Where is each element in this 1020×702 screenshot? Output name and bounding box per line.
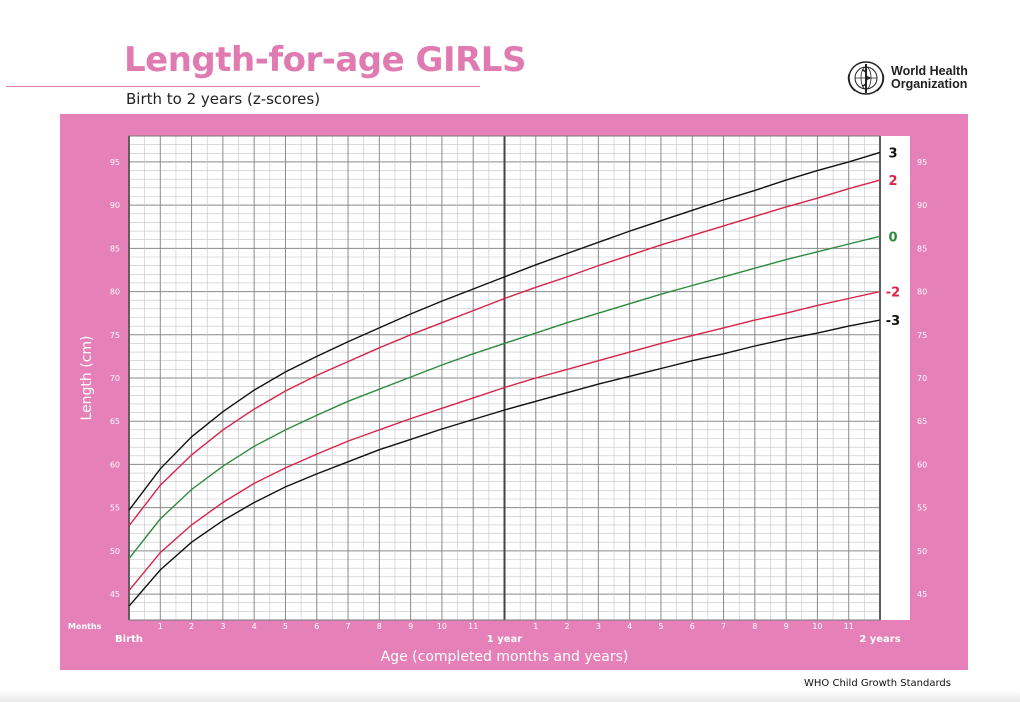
page-title: Length-for-age GIRLS: [124, 40, 526, 80]
y-tick-label-left: 75: [110, 331, 120, 340]
x-month-label: 2: [565, 622, 570, 631]
x-month-label: 5: [283, 622, 288, 631]
y-tick-label-left: 65: [110, 417, 120, 426]
y-tick-label-right: 50: [917, 547, 927, 556]
series-line--3: [128, 319, 881, 607]
y-tick-label-left: 45: [110, 590, 120, 599]
who-emblem-icon: [847, 61, 885, 95]
x-month-label: 5: [658, 622, 663, 631]
x-year-label: 2 years: [859, 634, 900, 645]
x-month-label: 2: [189, 622, 194, 631]
y-tick-label-right: 80: [917, 288, 927, 297]
y-tick-label-right: 85: [917, 244, 927, 253]
x-month-label: 1: [533, 622, 538, 631]
y-tick-label-left: 80: [110, 288, 120, 297]
series-end-label: 0: [888, 230, 897, 245]
x-month-label: 9: [408, 622, 413, 631]
plot-border: [128, 135, 881, 621]
series-end-label: 3: [888, 146, 897, 161]
x-month-label: 3: [596, 622, 601, 631]
x-month-label: 8: [752, 622, 757, 631]
y-tick-label-left: 60: [110, 460, 120, 469]
series-end-label: -3: [886, 314, 900, 329]
x-year-label: 1 year: [487, 634, 522, 645]
title-divider: [6, 86, 480, 87]
bottom-edge: [0, 690, 1020, 702]
y-tick-label-left: 70: [110, 374, 120, 383]
x-month-label: 3: [220, 622, 225, 631]
series-line-3: [128, 151, 881, 511]
x-month-label: 4: [252, 622, 257, 631]
chart-panel: 45 45 50 50 55 55 60 60 65 65 70 70 75 75 80 80 85 85 90 90…: [60, 114, 968, 670]
who-wordmark: World Health Organization: [891, 65, 1020, 91]
who-line2: Organization: [891, 77, 968, 91]
x-month-label: 1: [158, 622, 163, 631]
x-month-label: 9: [784, 622, 789, 631]
footer-credit: WHO Child Growth Standards: [804, 678, 951, 689]
y-axis-title: Length (cm): [79, 336, 95, 421]
series-line--2: [128, 290, 881, 592]
y-tick-label-right: 65: [917, 417, 927, 426]
x-month-label: 11: [844, 622, 854, 631]
series-end-label: -2: [886, 286, 900, 301]
label-strip: [881, 136, 910, 620]
x-month-label: 8: [377, 622, 382, 631]
series-line-2: [128, 179, 881, 527]
x-axis-title: Age (completed months and years): [381, 649, 629, 665]
x-month-label: 6: [690, 622, 695, 631]
x-month-label: 10: [437, 622, 447, 631]
y-tick-label-right: 70: [917, 374, 927, 383]
x-month-label: 10: [812, 622, 822, 631]
y-tick-label-right: 95: [917, 158, 927, 167]
y-tick-label-left: 95: [110, 158, 120, 167]
x-month-label: 4: [627, 622, 632, 631]
y-tick-label-right: 60: [917, 460, 927, 469]
y-tick-label-right: 75: [917, 331, 927, 340]
x-month-label: 7: [345, 622, 350, 631]
x-year-label: Birth: [115, 634, 143, 645]
page-subtitle: Birth to 2 years (z-scores): [126, 90, 321, 108]
x-month-label: 6: [314, 622, 319, 631]
y-tick-label-left: 85: [110, 244, 120, 253]
y-tick-label-right: 90: [917, 201, 927, 210]
x-unit-label: Months: [68, 622, 102, 631]
x-month-label: 11: [468, 622, 478, 631]
who-line1: World Health: [891, 64, 968, 78]
series-line-0: [128, 235, 881, 560]
y-tick-label-left: 90: [110, 201, 120, 210]
y-tick-label-left: 50: [110, 547, 120, 556]
y-tick-label-right: 45: [917, 590, 927, 599]
y-tick-label-right: 55: [917, 504, 927, 513]
series-end-label: 2: [888, 174, 897, 189]
y-tick-label-left: 55: [110, 504, 120, 513]
x-month-label: 7: [721, 622, 726, 631]
